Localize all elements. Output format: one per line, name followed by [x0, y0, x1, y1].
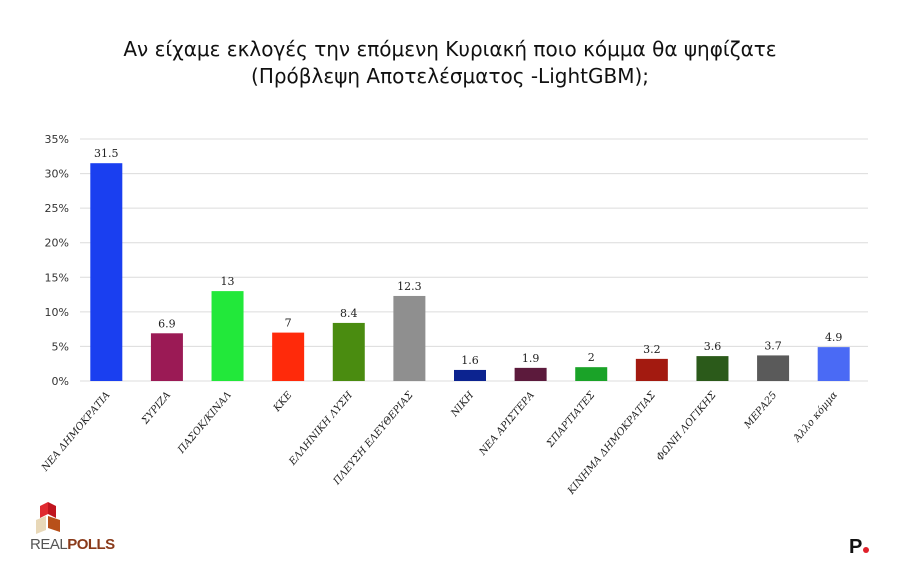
x-tick-label: ΜΕΡΑ25 [742, 390, 779, 432]
y-tick-label: 35% [45, 133, 69, 146]
x-tick-label: ΣΥΡΙΖΑ [139, 390, 173, 427]
y-tick-label: 25% [45, 202, 69, 215]
y-tick-label: 20% [45, 237, 69, 250]
data-label: 1.9 [522, 352, 540, 365]
y-tick-label: 15% [45, 271, 69, 284]
bar [272, 332, 305, 381]
data-label: 31.5 [94, 147, 119, 160]
bar [575, 367, 608, 381]
x-tick-label: ΠΑΣΟΚ/ΚΙΝΑΛ [175, 390, 233, 457]
bar [454, 369, 486, 381]
bar [696, 356, 729, 381]
data-label: 6.9 [158, 317, 176, 330]
logo-dot-icon [863, 547, 870, 553]
data-label: 4.9 [825, 331, 843, 344]
chart-title-line2: (Πρόβλεψη Αποτελέσματος -LightGBM); [251, 64, 649, 88]
data-label: 3.6 [704, 340, 722, 353]
publisher-logo: P [849, 536, 870, 559]
x-tick-label: ΣΠΑΡΤΙΑΤΕΣ [544, 389, 598, 450]
bar [393, 295, 426, 381]
y-tick-label: 0% [52, 375, 69, 388]
data-label: 7 [285, 317, 292, 330]
data-label: 3.7 [764, 339, 782, 352]
x-tick-label: ΝΕΑ ΑΡΙΣΤΕΡΑ [477, 390, 537, 459]
y-tick-label: 5% [52, 340, 69, 353]
bar [332, 322, 365, 381]
x-tick-label: ΝΙΚΗ [449, 390, 477, 420]
data-label: 12.3 [397, 280, 422, 293]
data-label: 3.2 [643, 343, 661, 356]
bar [211, 291, 244, 381]
y-tick-label: 10% [45, 306, 69, 319]
bar [90, 163, 123, 381]
data-label: 1.6 [461, 354, 479, 367]
bar [817, 347, 850, 381]
x-tick-label: Άλλο κόμμα [791, 390, 840, 445]
realpolls-logo-icon [36, 502, 60, 534]
bar [635, 358, 668, 381]
data-label: 13 [221, 275, 235, 288]
x-tick-label: ΚΚΕ [271, 389, 295, 414]
x-tick-label: ΝΕΑ ΔΗΜΟΚΡΑΤΙΑ [39, 390, 112, 475]
bar [150, 333, 183, 381]
data-label: 8.4 [340, 307, 358, 320]
chart-title-line1: Αν είχαμε εκλογές την επόμενη Κυριακή πο… [123, 37, 777, 61]
x-tick-label: ΦΩΝΗ ΛΟΓΙΚΗΣ [655, 389, 720, 463]
y-tick-label: 30% [45, 168, 69, 181]
bar [757, 355, 790, 381]
realpolls-logo-text: REALPOLLS [30, 536, 115, 553]
data-label: 2 [588, 351, 595, 364]
bar [514, 367, 547, 381]
x-tick-label: ΕΛΛΗΝΙΚΗ ΛΥΣΗ [287, 390, 355, 469]
